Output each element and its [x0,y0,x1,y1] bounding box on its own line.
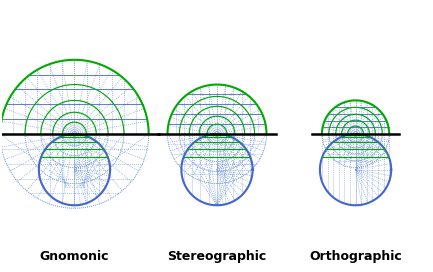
Text: Stereographic: Stereographic [168,250,267,263]
Text: Gnomonic: Gnomonic [40,250,109,263]
Text: Orthographic: Orthographic [309,250,402,263]
